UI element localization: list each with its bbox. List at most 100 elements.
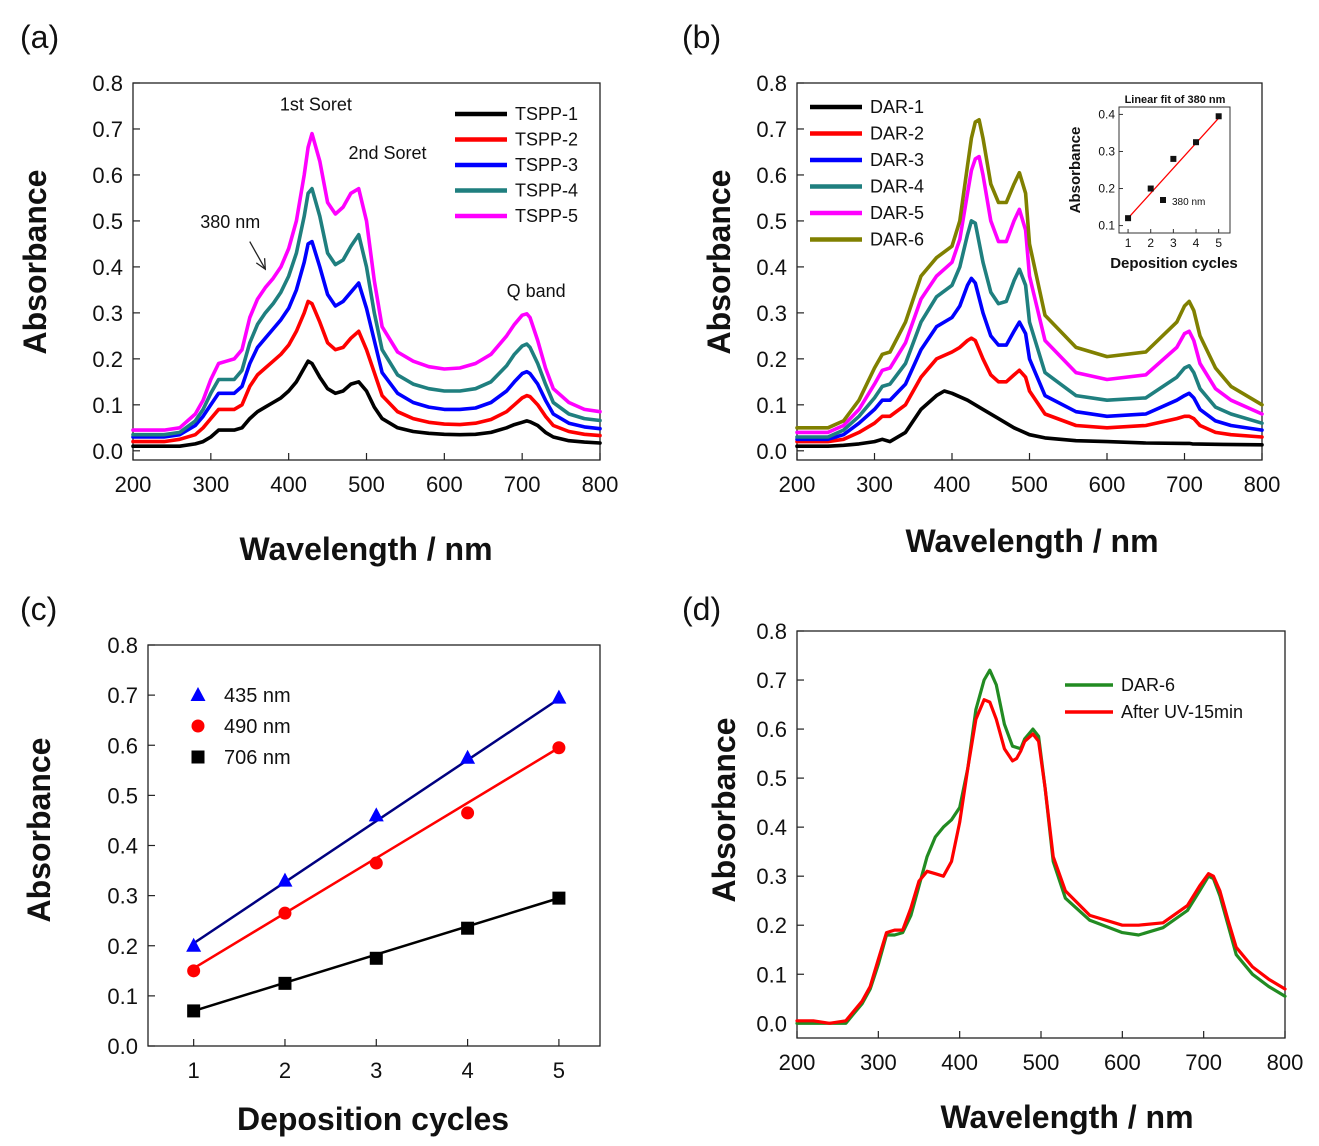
y-tick-label: 0.1 <box>92 393 123 418</box>
y-tick-label: 0.6 <box>92 163 123 188</box>
x-tick-label: 700 <box>504 472 541 497</box>
y-tick-label: 0.8 <box>756 71 787 96</box>
y-axis-label: Absorbance <box>17 170 53 355</box>
x-tick-label: 600 <box>426 472 463 497</box>
y-tick-label: 0.3 <box>756 301 787 326</box>
series-line-after-uv-15min <box>795 698 1287 1025</box>
legend-label: DAR-6 <box>1121 675 1175 695</box>
y-tick-label: 0.8 <box>107 633 138 658</box>
x-axis-label: Wavelength / nm <box>905 523 1158 559</box>
y-tick-label: 0.5 <box>756 209 787 234</box>
y-tick-label: 0.6 <box>107 733 138 758</box>
y-tick-label: 0.5 <box>756 766 787 791</box>
y-tick-label: 0.2 <box>107 934 138 959</box>
x-tick-label: 300 <box>192 472 229 497</box>
data-point <box>278 976 292 990</box>
panel-a: 200 300 400 500 600 700 800 0.0 0.1 0.2 0.3 0.4 0.5 0… <box>17 19 618 567</box>
data-point <box>369 856 383 870</box>
legend-label: 435 nm <box>224 685 291 707</box>
y-tick-label: 0.3 <box>107 884 138 909</box>
plot-frame <box>147 644 601 1047</box>
inset-chart: 1 2 3 4 5 0.1 0.2 0.3 0.4 380 nm Linear fit of 380… <box>1067 94 1238 272</box>
x-tick-label: 800 <box>1267 1050 1304 1075</box>
inset-y-tick-label: 0.1 <box>1098 219 1115 233</box>
y-tick-label: 0.1 <box>756 393 787 418</box>
legend-label: TSPP-1 <box>515 104 578 124</box>
series-line-tspp-3 <box>131 239 602 439</box>
legend-label: 706 nm <box>224 747 291 769</box>
inset-point <box>1193 139 1200 146</box>
inset-y-label: Absorbance <box>1067 127 1084 214</box>
y-tick-label: 0.0 <box>756 439 787 464</box>
y-tick-label: 0.3 <box>92 301 123 326</box>
y-tick-label: 0.7 <box>92 117 123 142</box>
y-tick-label: 0.6 <box>756 163 787 188</box>
inset-y-tick-label: 0.2 <box>1098 182 1115 196</box>
legend-label: TSPP-4 <box>515 181 578 201</box>
series-line-tspp-4 <box>131 186 602 437</box>
data-point <box>186 937 202 952</box>
inset-x-label: Deposition cycles <box>1110 255 1238 272</box>
x-tick-label: 2 <box>279 1058 291 1083</box>
x-tick-label: 600 <box>1089 472 1126 497</box>
legend-label: DAR-6 <box>870 230 924 250</box>
inset-y-tick-label: 0.4 <box>1098 107 1115 121</box>
series-line-dar-1 <box>795 389 1264 449</box>
y-tick-label: 0.6 <box>756 717 787 742</box>
y-tick-label: 0.0 <box>92 439 123 464</box>
y-tick-label: 0.5 <box>92 209 123 234</box>
series-line-tspp-5 <box>131 131 602 432</box>
y-tick-label: 0.2 <box>92 347 123 372</box>
data-point <box>551 689 567 704</box>
arrow-head <box>255 258 267 271</box>
data-point <box>460 749 476 764</box>
legend-label: TSPP-3 <box>515 155 578 175</box>
x-tick-label: 400 <box>934 472 971 497</box>
x-tick-label: 1 <box>188 1058 200 1083</box>
data-point <box>187 1004 201 1018</box>
x-tick-label: 500 <box>1011 472 1048 497</box>
y-tick-label: 0.4 <box>107 834 138 859</box>
legend-label: 490 nm <box>224 716 291 738</box>
x-tick-label: 700 <box>1185 1050 1222 1075</box>
data-point <box>461 921 475 935</box>
x-tick-label: 500 <box>1023 1050 1060 1075</box>
data-point <box>277 872 293 887</box>
x-tick-label: 5 <box>553 1058 565 1083</box>
data-point <box>278 906 292 920</box>
data-point <box>552 891 566 905</box>
legend-label: DAR-1 <box>870 97 924 117</box>
y-tick-label: 0.7 <box>756 117 787 142</box>
data-point <box>369 951 383 965</box>
annotation: 2nd Soret <box>348 143 426 163</box>
y-tick-label: 0.8 <box>92 71 123 96</box>
x-axis-label: Wavelength / nm <box>940 1099 1193 1135</box>
y-axis-label: Absorbance <box>21 738 57 923</box>
panel-label: (d) <box>682 591 721 627</box>
legend-label: DAR-4 <box>870 177 924 197</box>
x-tick-label: 700 <box>1166 472 1203 497</box>
inset-x-tick-label: 3 <box>1170 236 1177 250</box>
legend-label: DAR-3 <box>870 150 924 170</box>
series-line-dar-5 <box>795 154 1264 435</box>
inset-title: Linear fit of 380 nm <box>1125 94 1226 106</box>
annotation: 380 nm <box>200 212 260 232</box>
x-tick-label: 200 <box>115 472 152 497</box>
y-tick-label: 0.7 <box>756 668 787 693</box>
legend-marker <box>191 750 205 764</box>
series-line-dar-2 <box>795 336 1264 444</box>
y-tick-label: 0.2 <box>756 913 787 938</box>
x-axis-label: Deposition cycles <box>237 1101 509 1137</box>
x-tick-label: 200 <box>779 472 816 497</box>
inset-annotation: 380 nm <box>1172 197 1205 208</box>
legend-marker <box>191 719 205 733</box>
inset-legend-marker <box>1160 197 1166 203</box>
y-tick-label: 0.4 <box>756 815 787 840</box>
data-point <box>187 964 201 978</box>
y-tick-label: 0.0 <box>756 1011 787 1036</box>
series-line-tspp-1 <box>131 359 602 449</box>
y-tick-label: 0.7 <box>107 683 138 708</box>
inset-point <box>1215 113 1222 120</box>
x-tick-label: 500 <box>348 472 385 497</box>
